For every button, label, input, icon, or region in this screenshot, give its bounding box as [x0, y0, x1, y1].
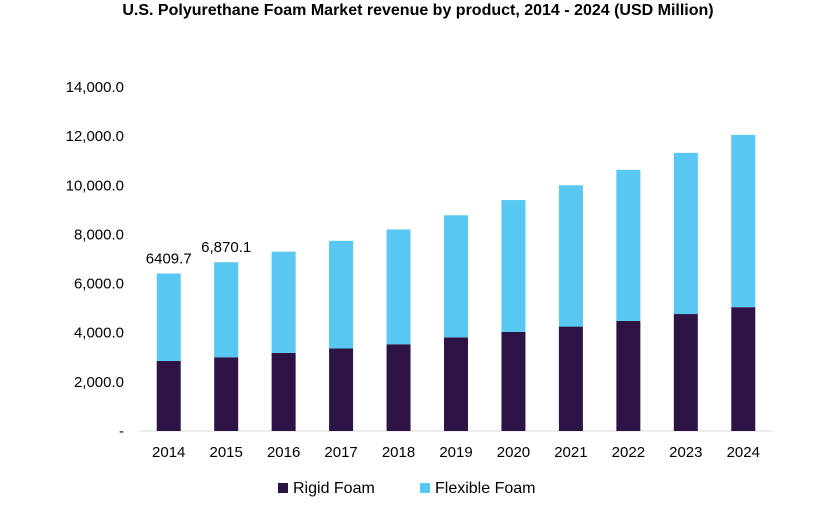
- y-tick-label: 6,000.0: [74, 276, 124, 293]
- bar-rigid-foam-2017: [329, 348, 354, 431]
- bar-rigid-foam-2024: [731, 307, 756, 431]
- bar-rigid-foam-2021: [558, 326, 583, 431]
- y-tick-label: 12,000.0: [66, 128, 124, 145]
- x-tick-label: 2021: [554, 444, 587, 461]
- bar-rigid-foam-2022: [616, 320, 641, 431]
- legend: Rigid Foam Flexible Foam: [278, 480, 535, 497]
- bars: [156, 134, 756, 431]
- bar-rigid-foam-2019: [444, 337, 468, 431]
- x-tick-label: 2014: [152, 444, 185, 461]
- legend-swatch-rigid-foam: [278, 483, 288, 493]
- y-axis-tick-labels: - 2,000.0 4,000.0 6,000.0 8,000.0 10,000.0 12,…: [66, 79, 124, 440]
- bar-flexible-foam-2015: [214, 262, 239, 358]
- bar-flexible-foam-2023: [673, 152, 698, 315]
- x-tick-label: 2023: [669, 444, 702, 461]
- bar-flexible-foam-2024: [731, 134, 756, 308]
- bar-rigid-foam-2015: [214, 357, 239, 431]
- bar-flexible-foam-2016: [271, 251, 296, 353]
- x-tick-label: 2022: [612, 444, 645, 461]
- data-label: 6,870.1: [201, 239, 251, 256]
- x-tick-label: 2019: [439, 444, 472, 461]
- x-axis-tick-labels: 2014 2015 2016 2017 2018 2019 2020 2021 2022 2023…: [152, 444, 760, 461]
- legend-label-flexible-foam: Flexible Foam: [435, 480, 535, 497]
- chart-title: U.S. Polyurethane Foam Market revenue by…: [122, 2, 714, 19]
- bar-flexible-foam-2021: [558, 185, 583, 327]
- y-tick-label: 14,000.0: [66, 79, 124, 96]
- bar-rigid-foam-2016: [271, 352, 296, 431]
- data-labels: 6409.7 6,870.1: [146, 239, 251, 267]
- y-tick-label: -: [119, 423, 124, 440]
- x-tick-label: 2015: [209, 444, 242, 461]
- bar-rigid-foam-2023: [673, 314, 698, 431]
- bar-flexible-foam-2017: [329, 240, 354, 349]
- y-tick-label: 2,000.0: [74, 374, 124, 391]
- y-tick-label: 4,000.0: [74, 325, 124, 342]
- x-tick-label: 2017: [324, 444, 357, 461]
- bar-flexible-foam-2014: [156, 273, 181, 361]
- y-tick-label: 10,000.0: [66, 177, 124, 194]
- x-tick-label: 2020: [497, 444, 530, 461]
- legend-swatch-flexible-foam: [420, 483, 430, 493]
- bar-rigid-foam-2018: [386, 344, 411, 431]
- bar-flexible-foam-2018: [386, 229, 411, 345]
- legend-label-rigid-foam: Rigid Foam: [293, 480, 375, 497]
- bar-rigid-foam-2020: [501, 331, 526, 431]
- bar-rigid-foam-2014: [156, 360, 181, 431]
- x-tick-label: 2024: [727, 444, 760, 461]
- y-tick-label: 8,000.0: [74, 226, 124, 243]
- x-tick-label: 2016: [267, 444, 300, 461]
- data-label: 6409.7: [146, 251, 192, 268]
- x-tick-label: 2018: [382, 444, 415, 461]
- bar-flexible-foam-2019: [444, 215, 468, 338]
- bar-flexible-foam-2022: [616, 169, 641, 321]
- bar-flexible-foam-2020: [501, 200, 526, 332]
